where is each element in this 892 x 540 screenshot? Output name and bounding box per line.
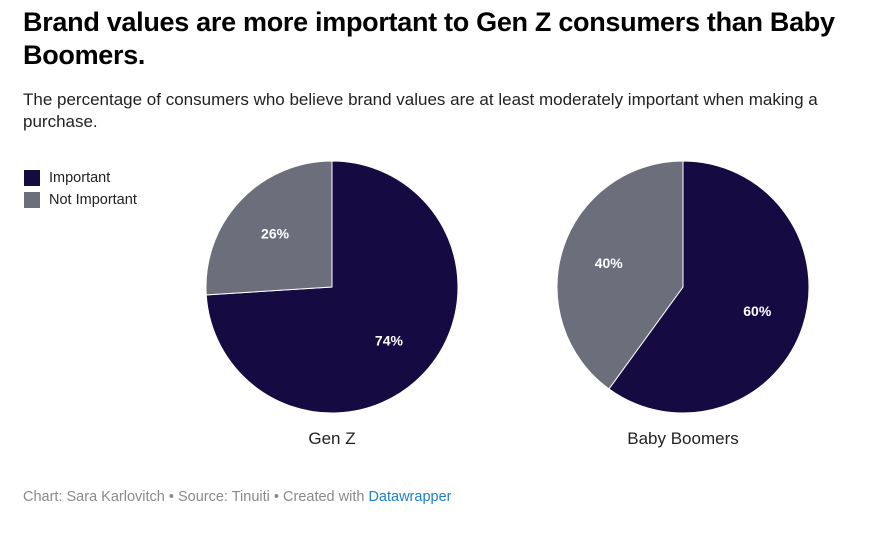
pie-slice-baby-boomers-important — [608, 160, 810, 414]
legend-label-not-important: Not Important — [49, 192, 137, 208]
pie-caption-baby-boomers: Baby Boomers — [627, 429, 739, 448]
data-label-gen-z-important: 74% — [375, 332, 404, 348]
legend: Important Not Important — [23, 167, 137, 211]
pie-baby-boomers: 60% 40% Baby Boomers — [556, 160, 810, 448]
created-with-text: Created with — [283, 489, 369, 505]
data-label-baby-boomers-not-important: 40% — [595, 255, 624, 271]
footer-credits: Chart: Sara Karlovitch • Source: Tinuiti… — [23, 489, 451, 505]
legend-item-not-important: Not Important — [23, 189, 137, 211]
pie-slice-gen-z-not-important — [205, 160, 333, 296]
source-credit: Source: Tinuiti — [177, 489, 270, 505]
pie-gen-z: 74% 26% Gen Z — [205, 160, 459, 448]
pie-slice-baby-boomers-not-important — [556, 160, 684, 390]
legend-label-important: Important — [49, 170, 111, 186]
separator: • — [164, 489, 178, 505]
chart-title: Brand values are more important to Gen Z… — [23, 7, 835, 70]
legend-swatch-not-important — [23, 191, 41, 209]
chart-credit: Chart: Sara Karlovitch — [23, 489, 165, 505]
data-label-baby-boomers-important: 60% — [743, 303, 772, 319]
pie-caption-gen-z: Gen Z — [308, 429, 355, 448]
datawrapper-link[interactable]: Datawrapper — [368, 489, 452, 505]
separator: • — [269, 489, 284, 505]
legend-item-important: Important — [23, 167, 137, 189]
chart-subtitle: The percentage of consumers who believe … — [23, 90, 818, 131]
data-label-gen-z-not-important: 26% — [261, 226, 290, 242]
legend-swatch-important — [23, 169, 41, 187]
